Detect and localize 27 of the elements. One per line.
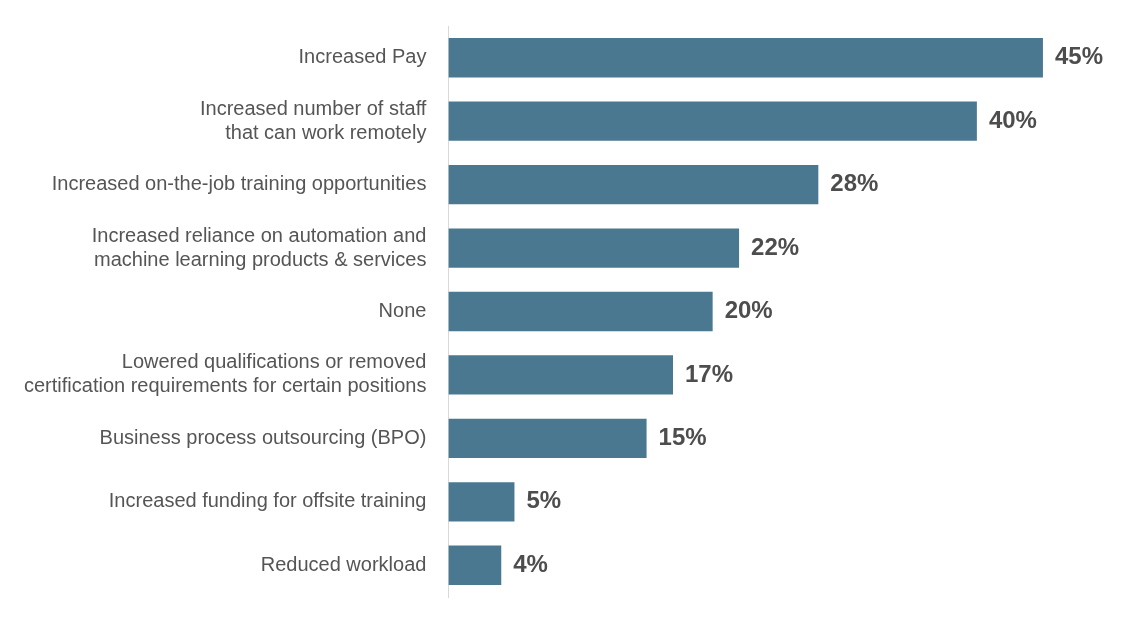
bar [448, 355, 674, 395]
bar [448, 38, 1043, 78]
data-label: 5% [526, 486, 562, 514]
data-label: 17% [685, 359, 734, 387]
y-tick-label: Increased funding for offsite training [108, 489, 427, 512]
y-tick-label: Reduced workload [260, 552, 427, 575]
y-tick-label: Increased Pay [298, 45, 427, 68]
y-tick-label: Lowered qualifications or removed certification requirements for certain positions [24, 350, 427, 397]
data-label: 20% [724, 296, 773, 324]
bar [448, 418, 647, 459]
data-label: 22% [751, 232, 800, 260]
data-label: 4% [513, 549, 548, 577]
data-label: 40% [988, 105, 1037, 133]
y-tick-label: Business process outsourcing (BPO) [99, 425, 427, 448]
data-label: 45% [1054, 42, 1103, 70]
data-label: 28% [830, 169, 879, 197]
y-tick-label: Increased reliance on automation and machine learning products & services [91, 223, 427, 270]
data-label: 15% [658, 423, 707, 451]
bar [448, 228, 740, 268]
y-tick-label: Increased number of staff that can work remotely [199, 96, 427, 143]
y-tick-label: None [378, 299, 427, 322]
bar [448, 291, 713, 332]
bar [448, 545, 502, 585]
bar [448, 164, 819, 205]
bar [448, 101, 977, 141]
bar [448, 482, 515, 522]
y-tick-label: Increased on-the-job training opportunities [51, 172, 427, 195]
